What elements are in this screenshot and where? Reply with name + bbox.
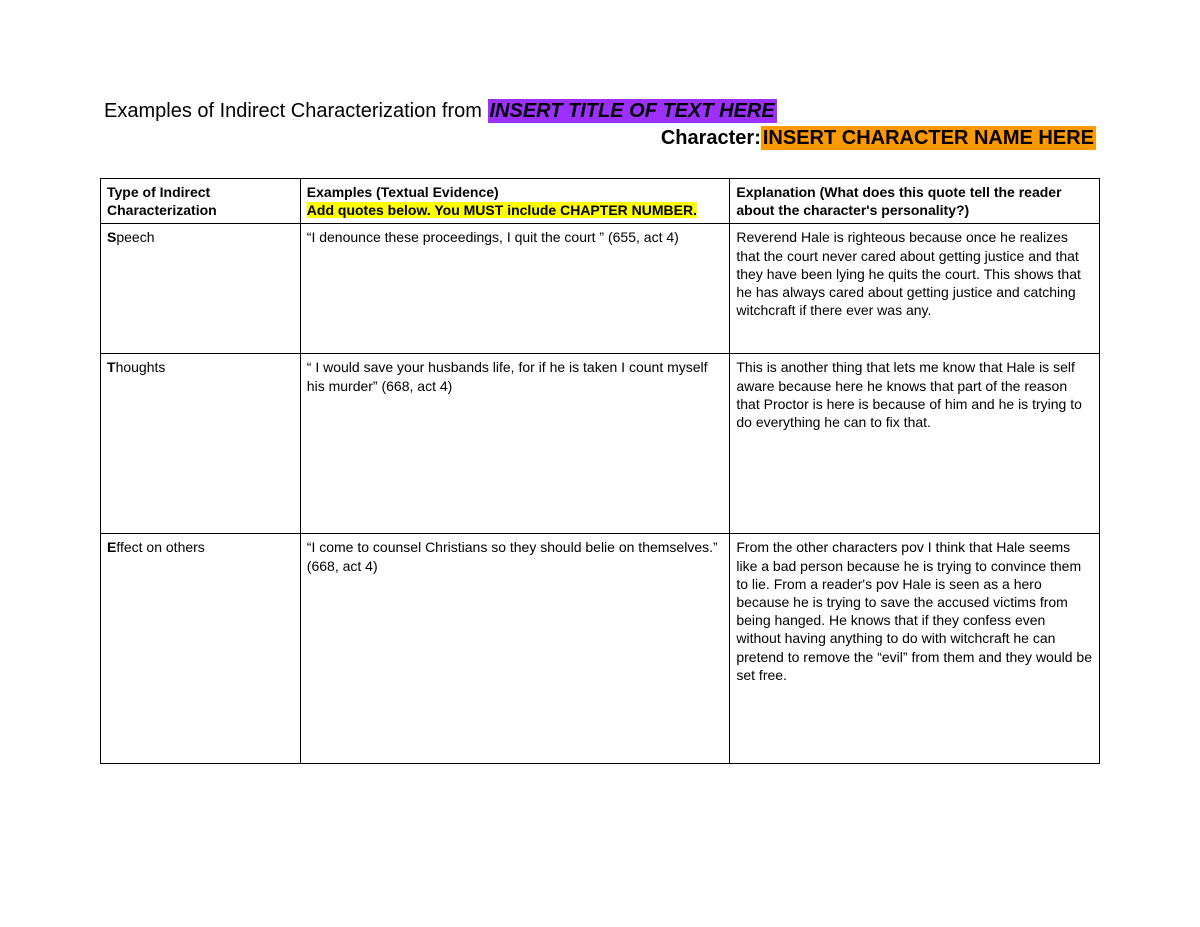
- table-row: Speech “I denounce these proceedings, I …: [101, 224, 1100, 354]
- header-type: Type of Indirect Characterization: [101, 179, 301, 224]
- cell-type: Thoughts: [101, 354, 301, 534]
- cell-type: Speech: [101, 224, 301, 354]
- type-rest: ffect on others: [116, 539, 204, 555]
- table-header-row: Type of Indirect Characterization Exampl…: [101, 179, 1100, 224]
- type-bold: E: [107, 539, 116, 555]
- character-line: Character:INSERT CHARACTER NAME HERE: [104, 127, 1100, 150]
- title-prefix: Examples of Indirect Characterization fr…: [104, 100, 488, 122]
- type-bold: T: [107, 359, 116, 375]
- header-examples-line1: Examples (Textual Evidence): [307, 184, 499, 200]
- header-examples-highlight: Add quotes below. You MUST include CHAPT…: [307, 202, 697, 218]
- type-bold: S: [107, 229, 116, 245]
- header-explanation-prefix: Explanation (: [736, 184, 824, 200]
- cell-explanation: Reverend Hale is righteous because once …: [730, 224, 1100, 354]
- page-title: Examples of Indirect Characterization fr…: [104, 100, 1100, 123]
- title-placeholder: INSERT TITLE OF TEXT HERE: [488, 99, 777, 123]
- table-row: Effect on others “I come to counsel Chri…: [101, 534, 1100, 764]
- cell-example: “ I would save your husbands life, for i…: [300, 354, 730, 534]
- cell-explanation: This is another thing that lets me know …: [730, 354, 1100, 534]
- header-explanation: Explanation (What does this quote tell t…: [730, 179, 1100, 224]
- type-rest: peech: [116, 229, 154, 245]
- characterization-table: Type of Indirect Characterization Exampl…: [100, 178, 1100, 764]
- character-label: Character:: [661, 127, 761, 149]
- character-placeholder: INSERT CHARACTER NAME HERE: [761, 126, 1096, 150]
- cell-example: “I come to counsel Christians so they sh…: [300, 534, 730, 764]
- table-row: Thoughts “ I would save your husbands li…: [101, 354, 1100, 534]
- type-rest: houghts: [116, 359, 166, 375]
- cell-explanation: From the other characters pov I think th…: [730, 534, 1100, 764]
- cell-type: Effect on others: [101, 534, 301, 764]
- header-explanation-bold: W: [824, 184, 837, 200]
- header-examples: Examples (Textual Evidence) Add quotes b…: [300, 179, 730, 224]
- cell-example: “I denounce these proceedings, I quit th…: [300, 224, 730, 354]
